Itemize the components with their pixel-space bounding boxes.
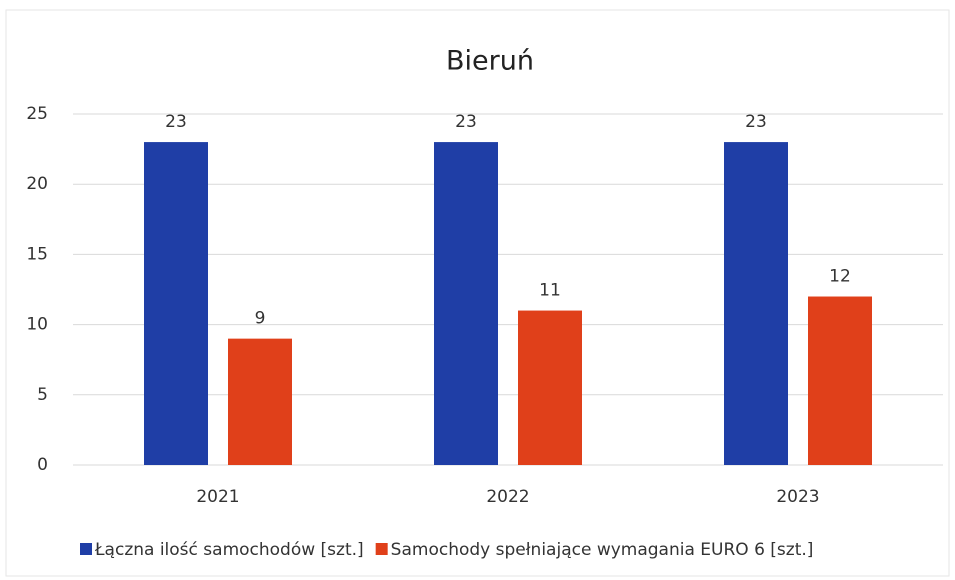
legend-label: Łączna ilość samochodów [szt.] (94, 540, 364, 560)
legend-swatch (375, 543, 388, 555)
y-tick-label: 20 (26, 174, 48, 194)
data-label: 23 (455, 112, 477, 132)
bar (144, 142, 208, 465)
legend-swatch (80, 543, 92, 555)
y-tick-label: 0 (37, 455, 48, 475)
x-tick-label: 2022 (486, 487, 529, 507)
legend-label: Samochody spełniające wymagania EURO 6 [… (391, 540, 814, 560)
x-tick-label: 2021 (196, 487, 239, 507)
chart-title: Bieruń (446, 46, 534, 77)
bar (434, 142, 498, 465)
y-tick-label: 5 (37, 385, 48, 405)
data-label: 23 (165, 112, 187, 132)
bar (518, 310, 582, 465)
bar (808, 296, 872, 465)
y-tick-label: 15 (26, 244, 48, 264)
bar (228, 338, 292, 465)
data-label: 12 (829, 267, 851, 287)
bar (724, 142, 788, 465)
x-tick-label: 2023 (776, 487, 819, 507)
y-tick-label: 10 (26, 315, 48, 335)
y-tick-label: 25 (26, 104, 48, 124)
data-label: 9 (255, 309, 266, 329)
data-label: 23 (745, 112, 767, 132)
data-label: 11 (539, 281, 561, 301)
